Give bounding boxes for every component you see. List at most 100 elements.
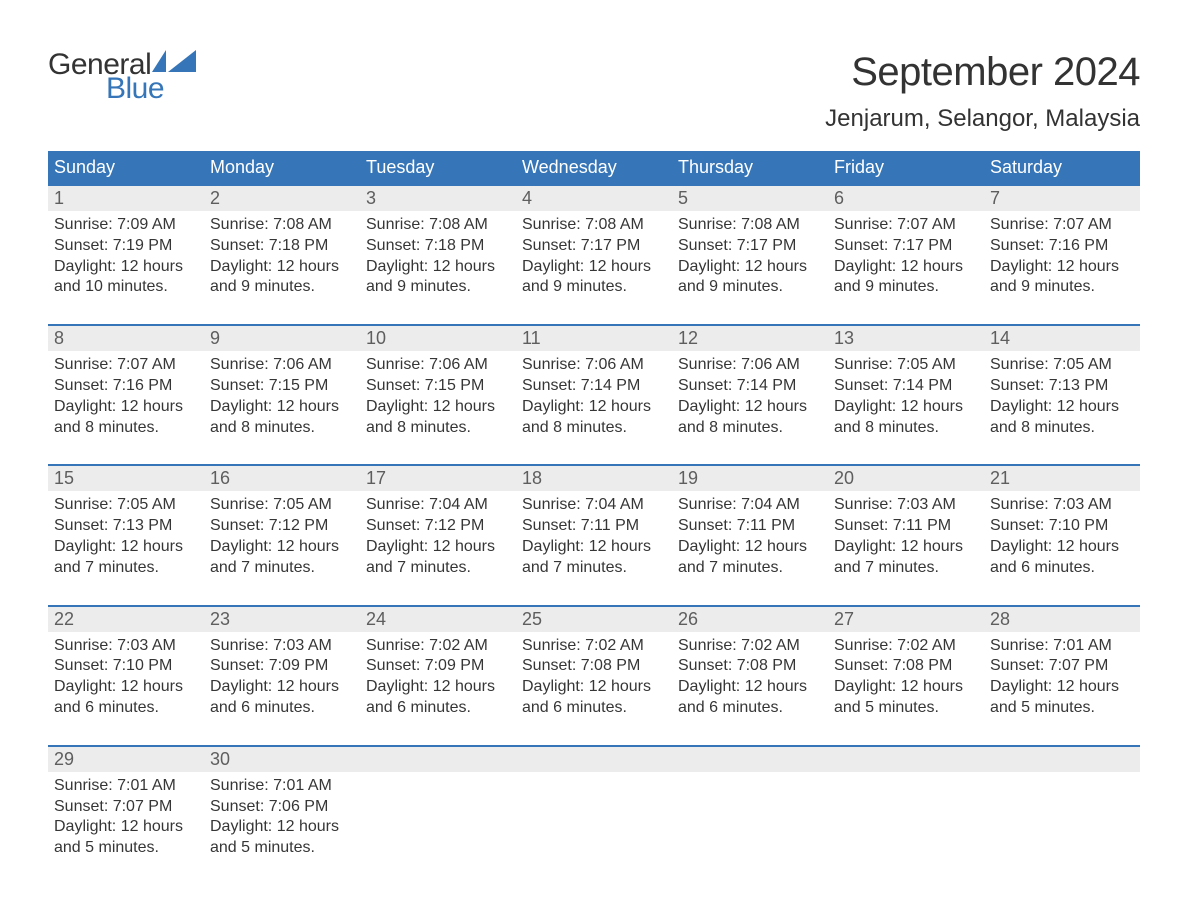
day-cell: 5Sunrise: 7:08 AMSunset: 7:17 PMDaylight… — [672, 186, 828, 298]
day-number: 4 — [522, 188, 532, 208]
sunset-text: Sunset: 7:15 PM — [366, 376, 510, 397]
sunrise-text: Sunrise: 7:04 AM — [522, 495, 666, 516]
day-cell: 30Sunrise: 7:01 AMSunset: 7:06 PMDayligh… — [204, 747, 360, 859]
day-cell: 28Sunrise: 7:01 AMSunset: 7:07 PMDayligh… — [984, 607, 1140, 719]
sunrise-text: Sunrise: 7:05 AM — [54, 495, 198, 516]
day-number: 25 — [522, 609, 542, 629]
day-body: Sunrise: 7:06 AMSunset: 7:14 PMDaylight:… — [516, 351, 672, 438]
day-body: Sunrise: 7:07 AMSunset: 7:16 PMDaylight:… — [48, 351, 204, 438]
sunrise-text: Sunrise: 7:05 AM — [834, 355, 978, 376]
day-number: 11 — [522, 328, 541, 348]
sunset-text: Sunset: 7:10 PM — [990, 516, 1134, 537]
day-cell: . — [360, 747, 516, 859]
day-number-row: 2 — [204, 186, 360, 211]
day-number-row: 16 — [204, 466, 360, 491]
daylight-text: Daylight: 12 hours and 6 minutes. — [210, 677, 354, 719]
day-number-row: 30 — [204, 747, 360, 772]
day-number: 1 — [54, 188, 64, 208]
sunrise-text: Sunrise: 7:04 AM — [366, 495, 510, 516]
day-body: Sunrise: 7:05 AMSunset: 7:13 PMDaylight:… — [48, 491, 204, 578]
sunrise-text: Sunrise: 7:02 AM — [678, 636, 822, 657]
day-body: Sunrise: 7:09 AMSunset: 7:19 PMDaylight:… — [48, 211, 204, 298]
day-number: 3 — [366, 188, 376, 208]
sunrise-text: Sunrise: 7:08 AM — [366, 215, 510, 236]
daylight-text: Daylight: 12 hours and 7 minutes. — [54, 537, 198, 579]
daylight-text: Daylight: 12 hours and 9 minutes. — [210, 257, 354, 299]
day-number-row: 9 — [204, 326, 360, 351]
daylight-text: Daylight: 12 hours and 9 minutes. — [990, 257, 1134, 299]
day-number-row: 20 — [828, 466, 984, 491]
day-number-row: 7 — [984, 186, 1140, 211]
sunset-text: Sunset: 7:18 PM — [210, 236, 354, 257]
sunset-text: Sunset: 7:17 PM — [522, 236, 666, 257]
day-number-row: . — [360, 747, 516, 772]
day-number-row: 23 — [204, 607, 360, 632]
day-body: Sunrise: 7:02 AMSunset: 7:08 PMDaylight:… — [828, 632, 984, 719]
day-cell: 18Sunrise: 7:04 AMSunset: 7:11 PMDayligh… — [516, 466, 672, 578]
day-number: 27 — [834, 609, 854, 629]
day-number: 29 — [54, 749, 74, 769]
day-number-row: 19 — [672, 466, 828, 491]
day-number-row: 11 — [516, 326, 672, 351]
day-number: 7 — [990, 188, 1000, 208]
day-number-row: 29 — [48, 747, 204, 772]
day-number: 22 — [54, 609, 74, 629]
day-cell: 7Sunrise: 7:07 AMSunset: 7:16 PMDaylight… — [984, 186, 1140, 298]
day-number: 28 — [990, 609, 1010, 629]
day-cell: 6Sunrise: 7:07 AMSunset: 7:17 PMDaylight… — [828, 186, 984, 298]
sunrise-text: Sunrise: 7:07 AM — [54, 355, 198, 376]
sunset-text: Sunset: 7:07 PM — [54, 797, 198, 818]
day-number-row: 15 — [48, 466, 204, 491]
day-number: 9 — [210, 328, 220, 348]
day-number: 15 — [54, 468, 74, 488]
day-number: 24 — [366, 609, 386, 629]
day-number-row: 10 — [360, 326, 516, 351]
sunset-text: Sunset: 7:17 PM — [834, 236, 978, 257]
sunrise-text: Sunrise: 7:06 AM — [366, 355, 510, 376]
day-body: Sunrise: 7:07 AMSunset: 7:17 PMDaylight:… — [828, 211, 984, 298]
day-cell: 16Sunrise: 7:05 AMSunset: 7:12 PMDayligh… — [204, 466, 360, 578]
sunrise-text: Sunrise: 7:03 AM — [210, 636, 354, 657]
week-row: 29Sunrise: 7:01 AMSunset: 7:07 PMDayligh… — [48, 745, 1140, 859]
daylight-text: Daylight: 12 hours and 8 minutes. — [210, 397, 354, 439]
day-body: Sunrise: 7:08 AMSunset: 7:17 PMDaylight:… — [672, 211, 828, 298]
day-number-row: 21 — [984, 466, 1140, 491]
daylight-text: Daylight: 12 hours and 5 minutes. — [210, 817, 354, 859]
daylight-text: Daylight: 12 hours and 6 minutes. — [522, 677, 666, 719]
daylight-text: Daylight: 12 hours and 9 minutes. — [522, 257, 666, 299]
day-number: 20 — [834, 468, 854, 488]
sunset-text: Sunset: 7:07 PM — [990, 656, 1134, 677]
day-number: 16 — [210, 468, 230, 488]
sunset-text: Sunset: 7:08 PM — [834, 656, 978, 677]
daylight-text: Daylight: 12 hours and 7 minutes. — [834, 537, 978, 579]
day-body: Sunrise: 7:02 AMSunset: 7:09 PMDaylight:… — [360, 632, 516, 719]
day-number-row: 27 — [828, 607, 984, 632]
daylight-text: Daylight: 12 hours and 6 minutes. — [54, 677, 198, 719]
day-number: 30 — [210, 749, 230, 769]
daylight-text: Daylight: 12 hours and 8 minutes. — [834, 397, 978, 439]
sunset-text: Sunset: 7:12 PM — [210, 516, 354, 537]
day-number-row: . — [984, 747, 1140, 772]
day-body: Sunrise: 7:08 AMSunset: 7:18 PMDaylight:… — [204, 211, 360, 298]
sunset-text: Sunset: 7:10 PM — [54, 656, 198, 677]
daylight-text: Daylight: 12 hours and 8 minutes. — [366, 397, 510, 439]
header: General Blue September 2024 Jenjarum, Se… — [48, 50, 1140, 133]
day-number-row: 3 — [360, 186, 516, 211]
day-number-row: 13 — [828, 326, 984, 351]
sunset-text: Sunset: 7:16 PM — [54, 376, 198, 397]
day-body: Sunrise: 7:05 AMSunset: 7:13 PMDaylight:… — [984, 351, 1140, 438]
day-number-row: 26 — [672, 607, 828, 632]
day-body: Sunrise: 7:02 AMSunset: 7:08 PMDaylight:… — [672, 632, 828, 719]
daylight-text: Daylight: 12 hours and 5 minutes. — [54, 817, 198, 859]
title-block: September 2024 Jenjarum, Selangor, Malay… — [825, 50, 1140, 133]
sunrise-text: Sunrise: 7:07 AM — [990, 215, 1134, 236]
sunset-text: Sunset: 7:13 PM — [990, 376, 1134, 397]
daylight-text: Daylight: 12 hours and 7 minutes. — [210, 537, 354, 579]
sunset-text: Sunset: 7:08 PM — [522, 656, 666, 677]
sunset-text: Sunset: 7:09 PM — [366, 656, 510, 677]
day-body: Sunrise: 7:03 AMSunset: 7:10 PMDaylight:… — [984, 491, 1140, 578]
day-cell: 2Sunrise: 7:08 AMSunset: 7:18 PMDaylight… — [204, 186, 360, 298]
sunrise-text: Sunrise: 7:02 AM — [834, 636, 978, 657]
sunrise-text: Sunrise: 7:02 AM — [522, 636, 666, 657]
daylight-text: Daylight: 12 hours and 5 minutes. — [834, 677, 978, 719]
